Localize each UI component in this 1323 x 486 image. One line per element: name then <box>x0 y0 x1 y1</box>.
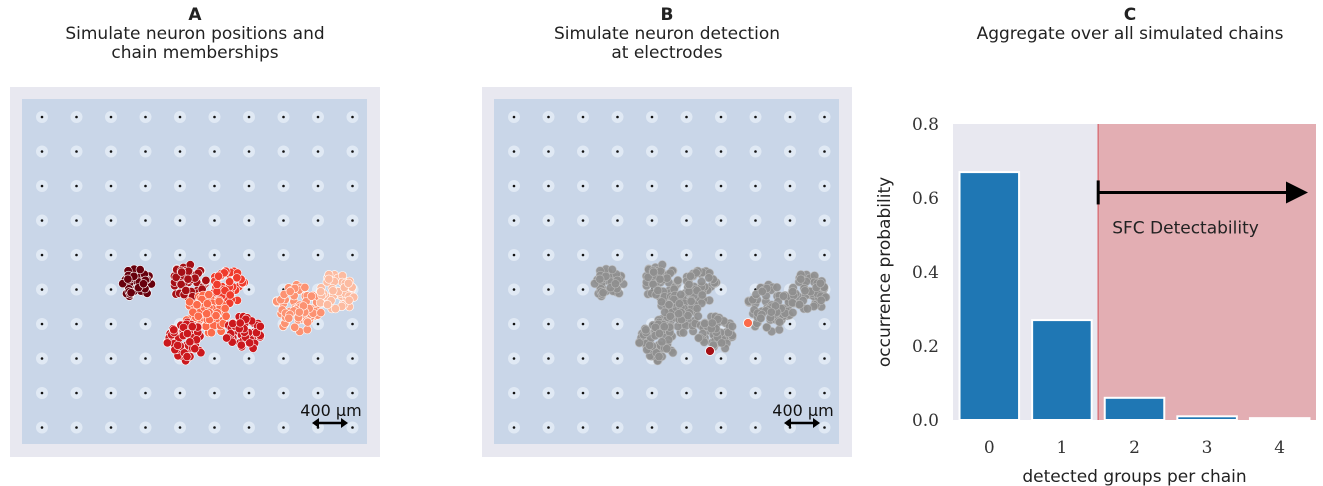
x-tick-label: 0 <box>984 438 995 458</box>
bar-2 <box>1103 396 1166 421</box>
panel-b-subtitle-line2: at electrodes <box>611 43 723 63</box>
y-axis-label: occurrence probability <box>875 177 895 367</box>
panel-a-subtitle-line1: Simulate neuron positions and <box>65 24 325 44</box>
detectability-arrow-head <box>1286 181 1308 204</box>
bar-1 <box>1031 319 1093 422</box>
x-tick-label: 1 <box>1056 438 1067 458</box>
y-tick-label: 0.2 <box>912 337 939 357</box>
y-tick-label: 0.0 <box>912 411 939 431</box>
panel-c-letter: C <box>1123 5 1137 25</box>
detectability-label: SFC Detectability <box>1112 218 1259 238</box>
y-tick-label: 0.8 <box>912 115 939 135</box>
x-tick-labels: 0 1 2 3 4 <box>984 438 1285 458</box>
bar-3 <box>1176 415 1238 421</box>
chart-bars <box>958 171 1311 422</box>
detectability-region <box>1098 124 1316 420</box>
panel-a-title: A Simulate neuron positions and chain me… <box>10 6 380 63</box>
panel-b-letter: B <box>660 5 674 25</box>
x-tick-label: 3 <box>1202 438 1213 458</box>
panel-a-subtitle-line2: chain memberships <box>111 43 279 63</box>
x-axis-label: detected groups per chain <box>1022 467 1246 486</box>
panel-c-title: C Aggregate over all simulated chains <box>930 6 1323 44</box>
panel-b-title: B Simulate neuron detection at electrode… <box>482 6 852 63</box>
bar-0 <box>958 171 1021 421</box>
panel-b-subtitle-line1: Simulate neuron detection <box>553 24 780 44</box>
y-tick-labels: 0.0 0.2 0.4 0.6 0.8 <box>912 115 939 431</box>
bar-4 <box>1248 417 1311 421</box>
y-tick-label: 0.4 <box>912 263 939 283</box>
panel-c-subtitle: Aggregate over all simulated chains <box>976 24 1284 44</box>
x-tick-label: 2 <box>1129 438 1140 458</box>
detectability-arrow <box>1096 180 1308 205</box>
panel-a-letter: A <box>188 5 202 25</box>
y-tick-label: 0.6 <box>912 189 939 209</box>
x-tick-label: 4 <box>1274 438 1285 458</box>
